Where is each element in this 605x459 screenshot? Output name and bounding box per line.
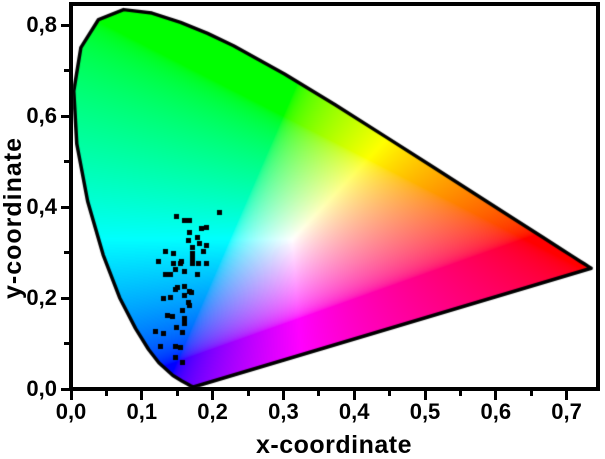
x-minor-tick (317, 391, 321, 396)
x-minor-tick (458, 391, 462, 396)
x-tick-label: 0,3 (268, 399, 299, 424)
x-axis-title: x-coordinate (255, 431, 413, 459)
x-tick-label: 0,5 (409, 399, 441, 424)
x-major-tick (352, 391, 356, 400)
x-major-tick (69, 391, 73, 400)
y-major-tick (61, 205, 69, 209)
x-tick-label: 0,2 (197, 399, 228, 424)
y-tick-label: 0,6 (26, 103, 57, 128)
y-minor-tick (64, 69, 69, 72)
y-tick-label: 0,4 (26, 194, 57, 219)
y-tick-label: 0,0 (26, 376, 57, 401)
x-major-tick (140, 391, 144, 400)
chromaticity-diagram-canvas (71, 4, 598, 389)
x-minor-tick (175, 391, 179, 396)
y-minor-tick (64, 160, 69, 163)
x-major-tick (211, 391, 215, 400)
x-major-tick (423, 391, 427, 400)
y-major-tick (61, 23, 69, 27)
x-minor-tick (529, 391, 533, 396)
x-major-tick (565, 391, 569, 400)
x-minor-tick (104, 391, 108, 396)
y-tick-label: 0,2 (26, 285, 57, 310)
x-minor-tick (388, 391, 392, 396)
y-major-tick (61, 114, 69, 118)
y-minor-tick (64, 342, 69, 345)
y-minor-tick (64, 251, 69, 254)
x-tick-label: 0,1 (126, 399, 158, 424)
x-tick-label: 0,0 (55, 399, 87, 424)
y-major-tick (61, 387, 69, 391)
y-tick-label: 0,8 (26, 12, 57, 37)
x-tick-label: 0,7 (551, 399, 582, 424)
x-tick-label: 0,6 (480, 399, 512, 424)
y-major-tick (61, 296, 69, 300)
x-major-tick (494, 391, 498, 400)
x-major-tick (281, 391, 285, 400)
x-minor-tick (246, 391, 250, 396)
x-tick-label: 0,4 (338, 399, 370, 424)
